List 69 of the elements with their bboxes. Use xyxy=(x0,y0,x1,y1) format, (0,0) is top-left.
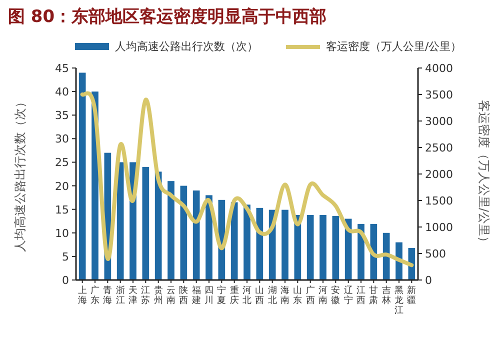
y-tick-label: 25 xyxy=(55,156,69,170)
x-tick-label: 浙江 xyxy=(116,285,125,306)
x-tick-label: 安徽 xyxy=(331,285,340,306)
chart-title: 图 80：东部地区客运密度明显高于中西部 xyxy=(8,7,327,27)
y2-tick-label: 500 xyxy=(425,248,446,260)
bar xyxy=(382,232,390,280)
x-tick-label: 江西 xyxy=(356,285,366,306)
x-tick-label: 黑龙江 xyxy=(394,285,404,316)
bar xyxy=(230,202,238,280)
y2-tick-label: 2000 xyxy=(425,168,453,181)
y-tick-label: 40 xyxy=(55,86,69,99)
x-tick-label: 云南 xyxy=(166,286,176,306)
bar xyxy=(180,186,188,280)
x-tick-label: 陕西 xyxy=(179,285,188,306)
x-tick-label: 宁夏 xyxy=(217,285,226,306)
y2-tick-label: 3000 xyxy=(425,115,453,128)
bar xyxy=(320,214,326,280)
x-tick-label: 四川 xyxy=(204,286,214,306)
bar xyxy=(282,210,288,280)
x-tick-label: 山西 xyxy=(255,285,264,306)
y2-tick-label: 3500 xyxy=(425,88,453,102)
legend-label: 客运密度（万人公里/公里） xyxy=(326,40,462,53)
y-tick-label: 10 xyxy=(55,226,69,240)
x-tick-label: 青海 xyxy=(103,285,112,306)
bar xyxy=(306,214,314,280)
bar xyxy=(154,172,162,280)
x-tick-label: 福建 xyxy=(190,285,201,306)
y2-axis-title: 客运密度（万人公里/公里） xyxy=(477,100,491,248)
y-tick-label: 30 xyxy=(55,132,69,146)
x-tick-label: 重庆 xyxy=(230,285,239,306)
y-tick-label: 20 xyxy=(55,180,69,193)
bar xyxy=(256,208,264,280)
bar xyxy=(408,248,416,280)
bar xyxy=(116,162,124,280)
x-tick-label: 广东 xyxy=(90,285,100,306)
bar xyxy=(78,72,86,280)
x-tick-label: 贵州 xyxy=(154,285,163,306)
x-tick-label: 新疆 xyxy=(407,285,416,306)
x-tick-label: 甘肃 xyxy=(369,285,378,306)
bar xyxy=(244,204,250,280)
x-tick-label: 吉林 xyxy=(380,285,391,306)
x-tick-label: 天津 xyxy=(128,285,138,306)
y2-tick-label: 1000 xyxy=(425,221,453,234)
y-tick-label: 0 xyxy=(62,274,69,287)
y-tick-label: 45 xyxy=(55,62,69,75)
y-tick-label: 35 xyxy=(55,109,69,122)
bar xyxy=(142,166,150,280)
x-tick-label: 辽宁 xyxy=(344,285,353,306)
y2-tick-label: 0 xyxy=(425,274,432,287)
y-tick-label: 5 xyxy=(62,250,69,264)
bar xyxy=(344,218,352,280)
x-tick-label: 江苏 xyxy=(141,285,150,306)
y2-tick-label: 1500 xyxy=(425,194,453,208)
x-tick-label: 海南 xyxy=(280,285,290,306)
x-tick-label: 河南 xyxy=(318,285,328,306)
y2-tick-label: 2500 xyxy=(425,142,453,154)
x-tick-label: 河北 xyxy=(242,285,252,306)
x-tick-label: 山东 xyxy=(293,285,302,306)
bar xyxy=(332,216,340,280)
y2-tick-label: 4000 xyxy=(425,62,453,75)
x-tick-label: 湖北 xyxy=(268,285,277,306)
x-tick-label: 上海 xyxy=(78,285,87,306)
x-tick-label: 广西 xyxy=(306,285,315,306)
line-series xyxy=(80,92,414,268)
y-tick-label: 15 xyxy=(55,203,69,216)
bar xyxy=(192,190,200,280)
bar xyxy=(168,181,174,280)
legend-label: 人均高速公路出行次数（次） xyxy=(115,40,258,53)
y-axis-title: 人均高速公路出行次数（次） xyxy=(13,96,27,252)
